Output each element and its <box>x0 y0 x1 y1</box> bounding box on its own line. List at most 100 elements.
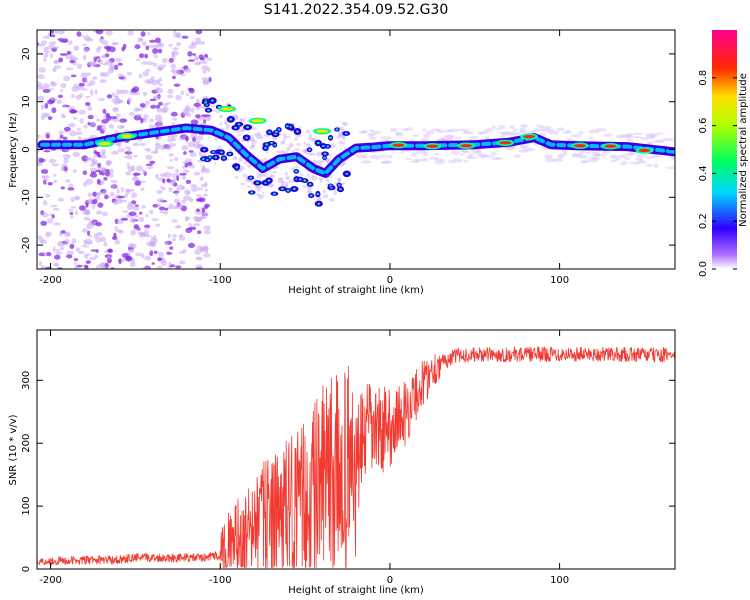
ridge-core <box>329 136 332 139</box>
ridge-core <box>229 118 233 121</box>
ridge-core <box>345 172 349 175</box>
noise-blob <box>278 177 284 181</box>
noise-blob <box>56 249 60 252</box>
noise-blob <box>584 151 592 154</box>
noise-blob <box>172 234 178 238</box>
snr-y-ticks: 0 100 200 300 <box>21 371 675 572</box>
noise-blob <box>67 187 75 191</box>
noise-blob <box>107 195 111 198</box>
noise-blob <box>66 250 74 256</box>
noise-blob <box>151 262 155 265</box>
noise-blob <box>43 178 49 182</box>
noise-blob <box>625 157 631 160</box>
noise-blob <box>50 30 55 34</box>
noise-blob <box>327 179 330 183</box>
noise-blob <box>140 180 146 184</box>
colorbar-gradient <box>712 30 737 269</box>
noise-blob <box>648 133 658 138</box>
noise-blob <box>175 94 182 101</box>
noise-blob <box>132 86 140 93</box>
noise-blob <box>82 54 87 61</box>
noise-blob <box>116 219 124 225</box>
noise-blob <box>214 162 217 166</box>
noise-blob <box>93 150 98 155</box>
noise-blob <box>152 48 159 54</box>
noise-blob <box>49 97 58 101</box>
signal-core <box>316 129 329 133</box>
noise-blob <box>77 250 85 255</box>
noise-blob <box>95 210 103 215</box>
noise-blob <box>89 172 98 178</box>
noise-blob <box>124 194 129 198</box>
noise-blob <box>38 252 46 257</box>
noise-blob <box>538 125 545 129</box>
noise-blob <box>170 111 178 117</box>
ridge-core <box>222 157 226 160</box>
noise-blob <box>139 211 143 215</box>
noise-blob <box>119 230 124 234</box>
noise-blob <box>168 187 173 193</box>
noise-blob <box>40 40 48 46</box>
noise-blob <box>415 150 427 154</box>
noise-blob <box>257 194 263 198</box>
noise-blob <box>75 131 83 136</box>
noise-blob <box>58 130 64 136</box>
noise-blob <box>234 156 238 160</box>
ridge-core <box>323 152 327 155</box>
ridge-core <box>296 130 299 133</box>
noise-blob <box>106 160 113 164</box>
noise-blob <box>181 186 185 190</box>
noise-blob <box>76 264 83 268</box>
noise-blob <box>467 156 477 160</box>
x-tick-label: 0 <box>387 575 393 586</box>
x-tick-label: 0 <box>387 275 393 286</box>
noise-blob <box>240 139 244 142</box>
noise-blob <box>166 178 171 182</box>
noise-blob <box>580 160 589 164</box>
noise-blob <box>169 264 176 268</box>
noise-blob <box>57 30 65 35</box>
noise-blob <box>211 104 216 108</box>
noise-blob <box>480 155 486 159</box>
noise-blob <box>238 158 243 162</box>
noise-blob <box>514 154 521 158</box>
noise-blob <box>144 79 151 84</box>
noise-blob <box>203 225 211 231</box>
noise-blob <box>187 59 195 62</box>
noise-blob <box>88 62 96 65</box>
noise-blob <box>409 139 415 142</box>
noise-blob <box>152 44 159 49</box>
noise-blob <box>294 137 299 141</box>
noise-blob <box>85 260 92 264</box>
noise-blob <box>251 144 255 148</box>
noise-blob <box>101 40 109 46</box>
noise-blob <box>142 91 148 97</box>
noise-blob <box>78 205 86 211</box>
noise-blob <box>52 67 57 73</box>
noise-blob <box>196 135 204 141</box>
noise-blob <box>171 219 178 223</box>
noise-blob <box>57 94 64 99</box>
noise-blob <box>202 69 207 74</box>
noise-blob <box>234 114 238 117</box>
noise-blob <box>284 184 288 188</box>
noise-blob <box>572 153 582 158</box>
noise-blob <box>102 189 107 195</box>
noise-blob <box>101 119 109 124</box>
noise-blob <box>144 255 152 261</box>
noise-blob <box>276 150 280 154</box>
noise-blob <box>189 96 195 100</box>
noise-blob <box>330 143 336 149</box>
noise-blob <box>67 106 75 110</box>
ridge-core <box>212 151 215 154</box>
noise-blob <box>635 160 647 164</box>
ridge-core <box>286 125 289 128</box>
noise-blob <box>181 145 189 151</box>
noise-blob <box>130 192 138 199</box>
noise-blob <box>428 156 440 160</box>
noise-blob <box>338 140 343 145</box>
noise-blob <box>143 114 149 119</box>
noise-blob <box>204 188 209 192</box>
noise-blob <box>82 228 88 233</box>
noise-blob <box>83 47 89 53</box>
